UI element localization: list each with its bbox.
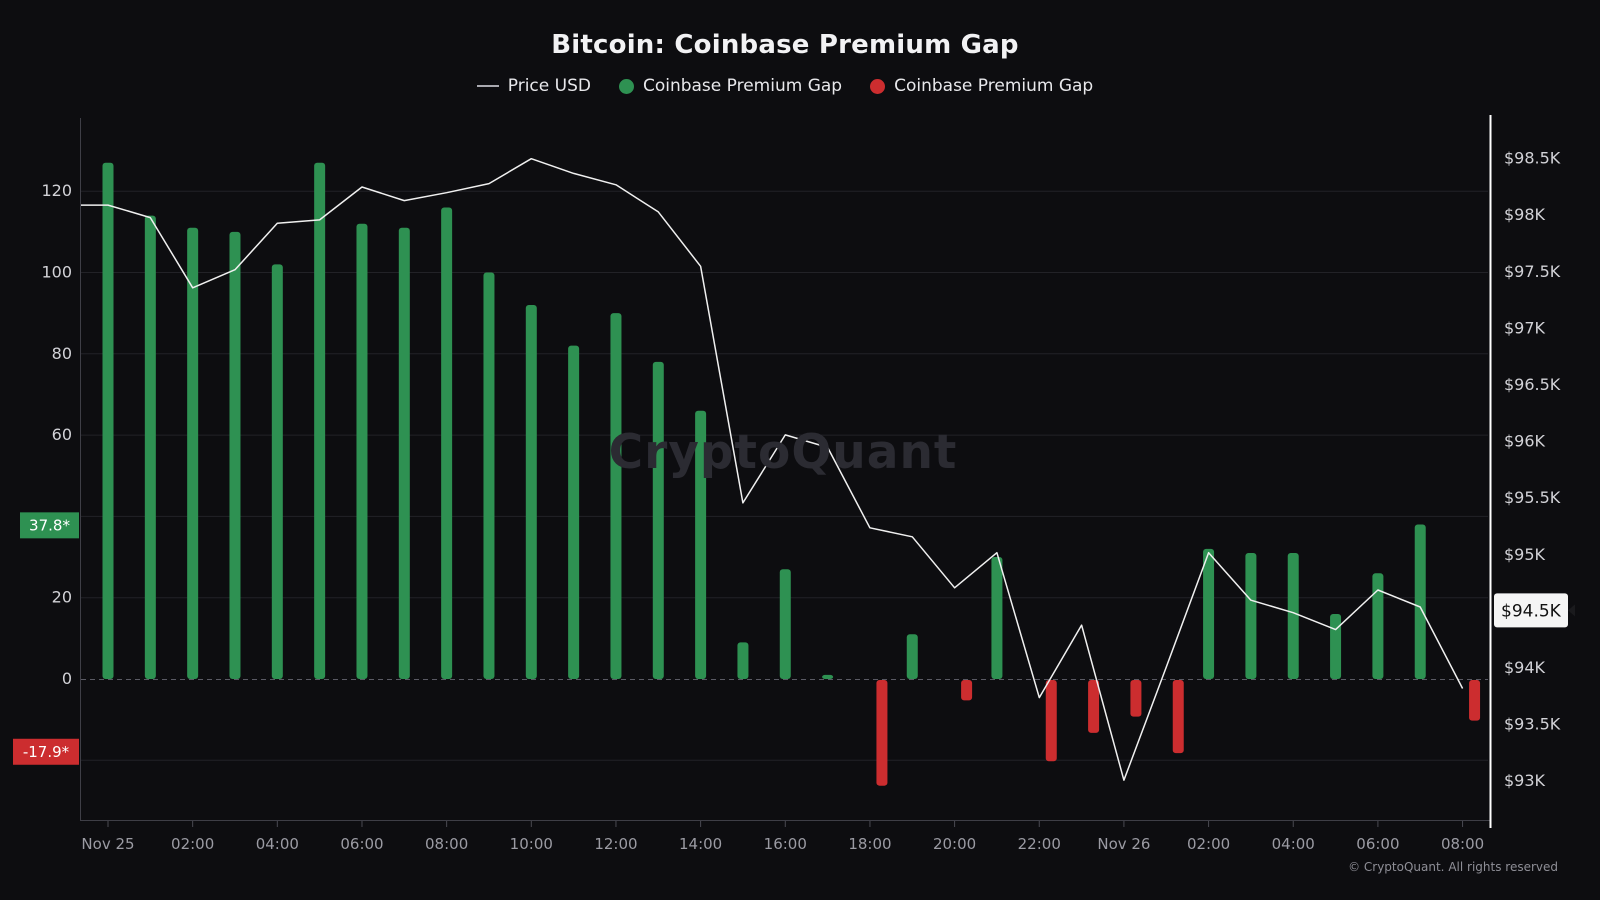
x-tick-label: 06:00 (1356, 835, 1399, 853)
legend-item-premium-gap-negative[interactable]: Coinbase Premium Gap (870, 76, 1093, 96)
premium-gap-bar-positive (779, 569, 791, 679)
right-axis-label: $98.5K (1504, 149, 1561, 168)
right-axis-label: $97.5K (1504, 262, 1561, 281)
x-tick-label: 16:00 (764, 835, 807, 853)
left-axis-label: 0 (62, 669, 72, 688)
x-tick-label: 04:00 (256, 835, 299, 853)
x-tick-label: 18:00 (848, 835, 891, 853)
x-tick-label: 20:00 (933, 835, 976, 853)
premium-gap-bar-positive (1245, 552, 1257, 679)
premium-gap-bar-positive (1330, 613, 1342, 679)
x-tick-label: Nov 26 (1097, 835, 1150, 853)
legend-green-label: Coinbase Premium Gap (642, 76, 843, 96)
right-axis-label: $96K (1504, 432, 1546, 451)
premium-gap-bar-positive (991, 557, 1003, 679)
premium-gap-bar-positive (441, 207, 453, 679)
x-tick-label: 14:00 (679, 835, 722, 853)
page-title: Bitcoin: Coinbase Premium Gap (551, 30, 1019, 60)
premium-gap-bar-positive (314, 162, 326, 679)
right-axis-label: $93K (1504, 771, 1546, 790)
premium-gap-bar-positive (102, 162, 114, 679)
price-line (81, 157, 1464, 781)
premium-gap-bar-negative (1130, 680, 1142, 717)
premium-gap-bar-positive (737, 642, 749, 679)
right-axis-label: $95K (1504, 545, 1546, 564)
premium-gap-bar-positive (271, 264, 283, 679)
right-axis-label: $95.5K (1504, 488, 1561, 507)
premium-gap-bar-positive (906, 634, 918, 679)
x-tick-label: 22:00 (1018, 835, 1061, 853)
right-axis-label: $96.5K (1504, 375, 1561, 394)
x-tick-label: 02:00 (1187, 835, 1230, 853)
premium-gap-bar-negative (876, 680, 888, 786)
legend: Price USD Coinbase Premium Gap Coinbase … (0, 76, 1570, 96)
x-tick-label: 12:00 (594, 835, 637, 853)
premium-gap-bar-positive (398, 227, 410, 679)
premium-gap-bar-negative (961, 680, 973, 701)
premium-gap-bar-positive (652, 361, 664, 679)
premium-gap-bar-positive (1372, 573, 1384, 679)
cryptoquant-watermark: CryptoQuant (608, 425, 958, 480)
current-price-label: $94.5K (1501, 601, 1562, 621)
current-price-box (1494, 593, 1568, 628)
current-price-pointer-icon (1568, 604, 1575, 617)
x-tick-label: 04:00 (1272, 835, 1315, 853)
premium-gap-bar-positive (229, 231, 241, 679)
premium-gap-bar-positive (187, 227, 199, 679)
axis-badge-label: -17.9* (23, 743, 70, 761)
left-axis-label: 60 (52, 425, 72, 444)
premium-gap-bar-positive (1414, 524, 1426, 679)
x-tick-label: Nov 25 (81, 835, 134, 853)
right-axis-label: $97K (1504, 318, 1546, 337)
left-axis-label: 120 (41, 181, 72, 200)
left-axis-label: 20 (52, 588, 72, 607)
premium-gap-bar-negative (1045, 680, 1057, 762)
axis-badge-label: 37.8* (29, 516, 70, 534)
red-dot-icon (870, 78, 886, 94)
axis-badge-negative (13, 738, 79, 765)
x-tick-label: 10:00 (510, 835, 553, 853)
premium-gap-bar-positive (695, 410, 707, 679)
premium-gap-bar-positive (822, 674, 834, 679)
x-tick-label: 08:00 (1441, 835, 1484, 853)
premium-gap-bar-positive (144, 215, 156, 679)
premium-gap-bar-positive (1287, 552, 1299, 679)
x-tick-label: 02:00 (171, 835, 214, 853)
right-axis-label: $98K (1504, 205, 1546, 224)
premium-gap-bar-positive (1203, 548, 1215, 679)
legend-item-price[interactable]: Price USD (476, 76, 591, 96)
premium-gap-bar-positive (483, 272, 495, 679)
legend-item-premium-gap-positive[interactable]: Coinbase Premium Gap (618, 76, 843, 96)
premium-gap-bar-positive (356, 223, 368, 679)
premium-gap-bar-negative (1088, 680, 1100, 733)
premium-gap-bar-positive (525, 305, 537, 679)
premium-gap-bar-negative (1469, 680, 1481, 721)
legend-red-label: Coinbase Premium Gap (894, 76, 1094, 96)
x-tick-label: 06:00 (340, 835, 383, 853)
premium-gap-bar-positive (610, 313, 622, 679)
green-dot-icon (618, 78, 634, 94)
x-tick-label: 08:00 (425, 835, 468, 853)
right-axis-label: $93.5K (1504, 715, 1561, 734)
right-axis-label: $94K (1504, 658, 1546, 677)
legend-price-label: Price USD (507, 76, 591, 96)
copyright-notice: © CryptoQuant. All rights reserved (1348, 860, 1558, 874)
line-swatch-icon (476, 85, 499, 87)
left-axis-label: 80 (52, 344, 72, 363)
axis-badge-positive (20, 512, 79, 539)
left-axis-label: 100 (41, 263, 72, 282)
premium-gap-bar-negative (1172, 680, 1184, 754)
premium-gap-bar-positive (568, 345, 580, 679)
